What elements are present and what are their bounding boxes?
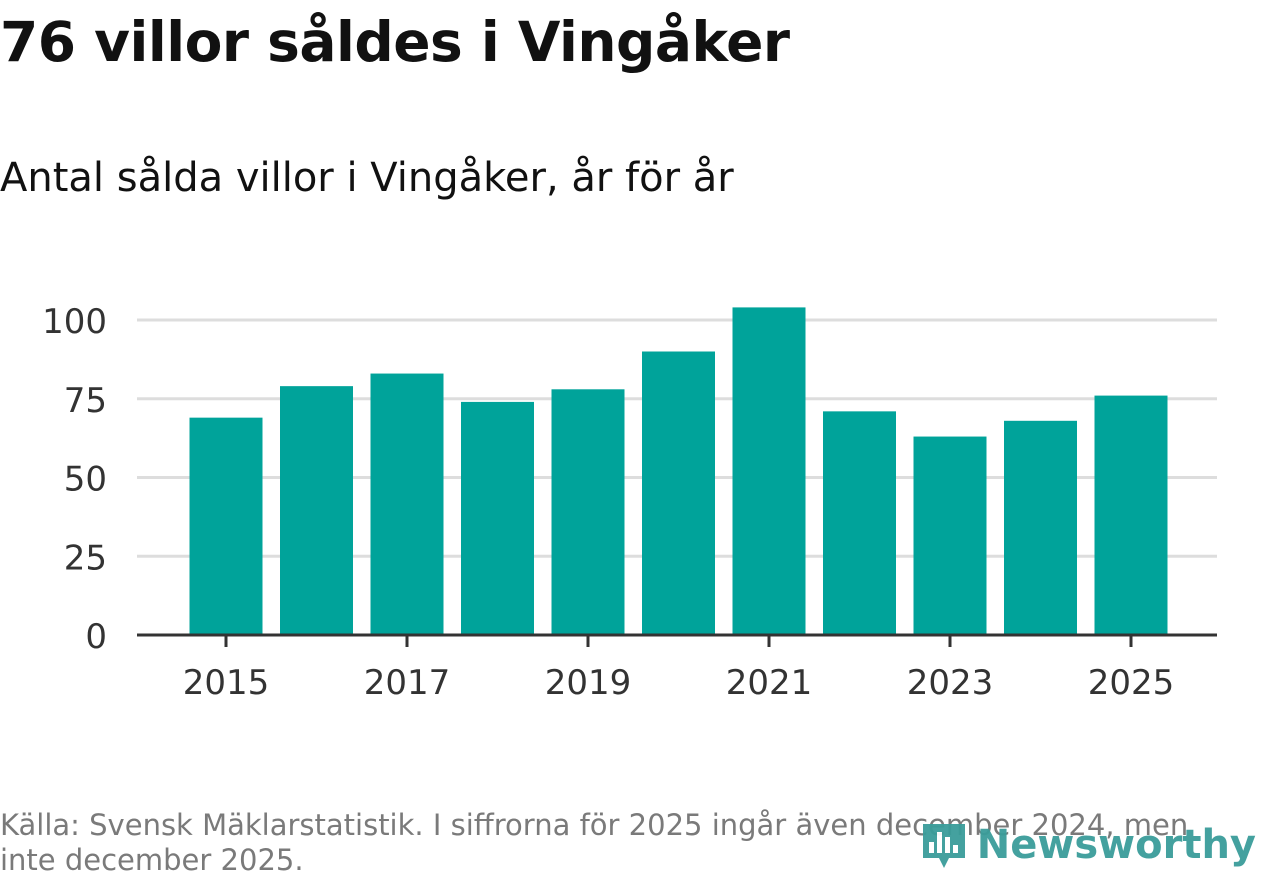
y-axis-tick-labels: 0 25 50 75 100 bbox=[42, 302, 107, 657]
bar-2023 bbox=[913, 436, 987, 635]
chart-subtitle: Antal sålda villor i Vingåker, år för år bbox=[0, 155, 734, 201]
source-note: Källa: Svensk Mäklarstatistik. I siffror… bbox=[0, 808, 1189, 877]
bar-2021 bbox=[732, 307, 806, 635]
brand-logo: Newsworthy bbox=[919, 818, 1256, 872]
bar-2018 bbox=[461, 401, 534, 635]
x-tick-label: 2021 bbox=[726, 663, 813, 703]
bar-2017 bbox=[370, 373, 444, 635]
brand-name: Newsworthy bbox=[976, 822, 1256, 868]
x-axis bbox=[137, 633, 1217, 647]
bar-2022 bbox=[823, 411, 896, 635]
x-tick-label: 2025 bbox=[1088, 663, 1175, 703]
y-tick-label: 0 bbox=[85, 617, 107, 657]
bars bbox=[189, 307, 1168, 635]
bar-2020 bbox=[642, 351, 715, 635]
x-tick-label: 2019 bbox=[545, 663, 632, 703]
chart-title: 76 villor såldes i Vingåker bbox=[0, 10, 790, 74]
y-tick-label: 100 bbox=[42, 302, 107, 342]
bar-2015 bbox=[189, 417, 263, 635]
x-tick-label: 2015 bbox=[183, 663, 270, 703]
y-tick-label: 25 bbox=[64, 538, 107, 578]
bar-2019 bbox=[551, 389, 625, 635]
x-axis-tick-labels: 2015 2017 2019 2021 2023 2025 bbox=[183, 663, 1175, 703]
bar-2024 bbox=[1004, 420, 1077, 635]
x-tick-label: 2017 bbox=[364, 663, 451, 703]
newsworthy-logo-icon bbox=[922, 824, 965, 868]
y-tick-label: 50 bbox=[64, 460, 107, 500]
bar-2016 bbox=[280, 386, 353, 635]
x-tick-label: 2023 bbox=[907, 663, 994, 703]
y-tick-label: 75 bbox=[64, 381, 107, 421]
bar-2025 bbox=[1094, 395, 1168, 635]
